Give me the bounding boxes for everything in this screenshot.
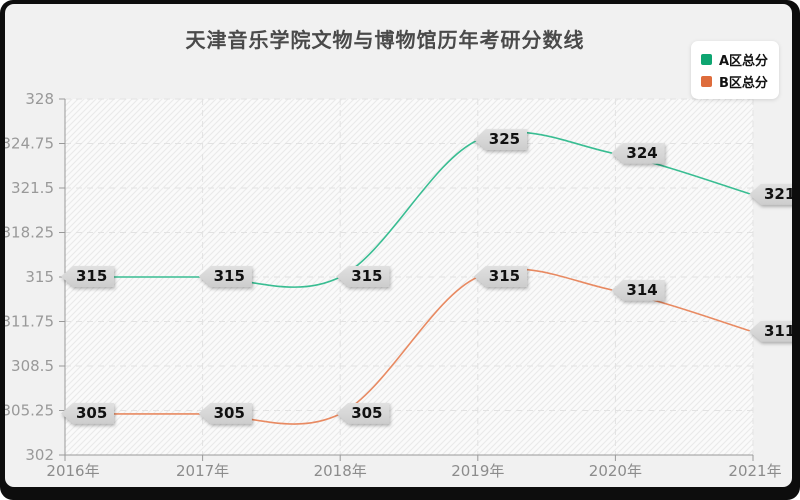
data-label: 311 bbox=[749, 320, 792, 342]
legend-swatch-icon bbox=[701, 75, 712, 87]
data-label: 315 bbox=[336, 266, 390, 287]
svg-text:308.5: 308.5 bbox=[11, 357, 54, 375]
data-label: 305 bbox=[61, 402, 115, 424]
svg-text:2020年: 2020年 bbox=[589, 462, 642, 480]
legend-label: A区总分 bbox=[719, 53, 769, 69]
legend-item-b[interactable]: B区总分 bbox=[701, 70, 768, 92]
data-label: 315 bbox=[198, 266, 252, 287]
svg-text:2017年: 2017年 bbox=[176, 462, 229, 480]
svg-text:321.5: 321.5 bbox=[11, 179, 54, 197]
data-label: 315 bbox=[61, 266, 115, 287]
svg-text:2021年: 2021年 bbox=[728, 462, 781, 480]
svg-text:2016年: 2016年 bbox=[46, 462, 99, 480]
legend-label: B区总分 bbox=[719, 75, 768, 91]
data-label: 305 bbox=[336, 402, 390, 424]
svg-text:315: 315 bbox=[25, 268, 54, 286]
line-chart: 302 305.25 308.5 311.75 315 318.25 321.5 324.75… bbox=[5, 90, 782, 480]
svg-text:328: 328 bbox=[25, 90, 54, 108]
chart-title: 天津音乐学院文物与博物馆历年考研分数线 bbox=[185, 28, 585, 52]
data-label: 305 bbox=[198, 402, 252, 424]
svg-text:324.75: 324.75 bbox=[5, 135, 54, 153]
legend-item-a[interactable]: A区总分 bbox=[701, 48, 768, 70]
data-label: 325 bbox=[473, 129, 528, 151]
data-label: 321 bbox=[749, 183, 792, 205]
svg-text:2019年: 2019年 bbox=[451, 462, 504, 480]
svg-text:318.25: 318.25 bbox=[5, 224, 54, 242]
chart-canvas: 302 305.25 308.5 311.75 315 318.25 321.5 324.75… bbox=[5, 4, 792, 487]
data-label: 324 bbox=[611, 142, 665, 164]
chart-stage: 302 305.25 308.5 311.75 315 318.25 321.5 324.75… bbox=[5, 4, 792, 487]
data-label: 315 bbox=[473, 266, 528, 287]
svg-text:305.25: 305.25 bbox=[5, 402, 54, 420]
data-label: 314 bbox=[611, 279, 665, 301]
svg-text:302: 302 bbox=[25, 446, 54, 464]
legend: A区总分 B区总分 bbox=[691, 41, 780, 99]
svg-text:311.75: 311.75 bbox=[5, 313, 54, 331]
legend-swatch-icon bbox=[701, 53, 712, 65]
svg-text:2018年: 2018年 bbox=[314, 462, 367, 480]
